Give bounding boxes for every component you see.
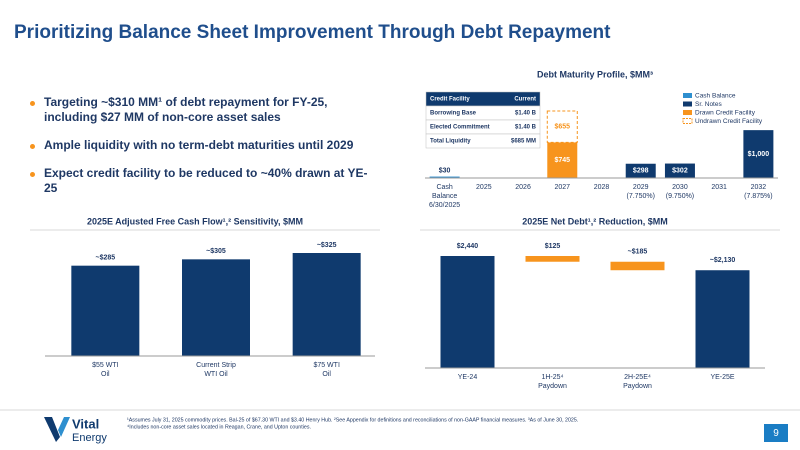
logo-mark (58, 417, 70, 437)
bar-segment (429, 176, 460, 178)
x-tick-label: Cash (436, 184, 452, 191)
table-row (425, 133, 541, 149)
table-cell: Total Liquidity (430, 139, 471, 145)
bar (610, 261, 665, 271)
bullet-dot (30, 144, 35, 149)
bullet: Ample liquidity with no term-debt maturi… (30, 138, 375, 153)
x-tick-label: Current Strip (196, 362, 236, 369)
legend-label: Sr. Notes (695, 101, 722, 108)
x-tick-label: 2030 (672, 184, 688, 191)
footnote: ¹Assumes July 31, 2025 commodity prices.… (127, 417, 578, 423)
chart-title: 2025E Net Debt¹,² Reduction, $MM (522, 216, 668, 226)
x-tick-label: YE-25E (710, 374, 734, 381)
x-tick-label: 2028 (594, 184, 610, 191)
x-tick-label: (7.875%) (744, 193, 772, 200)
x-tick-label: 2026 (515, 184, 531, 191)
chart-title: Debt Maturity Profile, $MM³ (537, 69, 653, 79)
legend-label: Undrawn Credit Facility (695, 118, 763, 125)
x-tick-label: 2029 (633, 184, 649, 191)
bar-segment (743, 130, 774, 178)
table-cell: Current (514, 97, 536, 103)
x-tick-label: $55 WTI (92, 362, 119, 369)
x-tick-label: YE-24 (458, 374, 478, 381)
bar-segment (625, 163, 656, 178)
legend-swatch (683, 110, 692, 115)
footnote: ⁴Includes non-core asset sales located i… (127, 424, 311, 430)
legend-label: Drawn Credit Facility (695, 110, 756, 117)
bar (695, 270, 750, 368)
data-label: ~$2,130 (710, 257, 736, 264)
data-label: $30 (439, 167, 451, 174)
bullet: Expect credit facility to be reduced to … (30, 166, 375, 196)
table-cell: $685 MM (511, 139, 536, 145)
x-tick-label: 2031 (711, 184, 727, 191)
x-tick-label: 2027 (554, 184, 570, 191)
data-label: $1,000 (748, 151, 770, 158)
data-label: ~$285 (95, 255, 115, 262)
bar-segment (664, 163, 695, 178)
data-label: $298 (633, 168, 649, 175)
page-number-box (764, 424, 788, 442)
x-tick-label: $75 WTI (313, 362, 340, 369)
bullet: Targeting ~$310 MM¹ of debt repayment fo… (30, 95, 375, 125)
data-label: $125 (545, 243, 561, 250)
bullet-text: Ample liquidity with no term-debt maturi… (44, 138, 354, 152)
x-tick-label: 1H-25⁴ (541, 374, 563, 381)
page-number: 9 (773, 428, 779, 439)
bar (440, 256, 495, 368)
x-tick-label: Paydown (623, 383, 652, 390)
bar-segment (547, 142, 578, 178)
data-label: ~$305 (206, 248, 226, 255)
bar (71, 265, 140, 356)
x-tick-label: 6/30/2025 (429, 202, 460, 209)
bar (182, 259, 250, 356)
data-label: $2,440 (457, 243, 479, 250)
chart-title: 2025E Adjusted Free Cash Flow¹,² Sensiti… (87, 216, 303, 226)
x-tick-label: 2025 (476, 184, 492, 191)
x-tick-label: WTI Oil (204, 371, 228, 378)
table-cell: Borrowing Base (430, 111, 477, 117)
x-tick-label: 2H-25E⁴ (624, 374, 651, 381)
x-tick-label: Paydown (538, 383, 567, 390)
logo-mark (44, 417, 60, 442)
data-label: $655 (554, 124, 570, 131)
legend-swatch (683, 101, 692, 107)
table-cell: $1.40 B (515, 111, 537, 117)
data-label: $745 (554, 157, 570, 164)
data-label: ~$185 (628, 249, 648, 256)
x-tick-label: (9.750%) (666, 193, 694, 200)
legend-swatch (682, 118, 693, 124)
x-tick-label: 2032 (751, 184, 767, 191)
logo-text: Energy (72, 432, 107, 444)
legend-swatch (683, 93, 692, 98)
x-tick-label: Oil (322, 371, 331, 378)
bullet-list: Targeting ~$310 MM¹ of debt repayment fo… (30, 95, 375, 209)
slide-title: Prioritizing Balance Sheet Improvement T… (14, 22, 611, 43)
data-label: $302 (672, 168, 688, 175)
bullet-text: Expect credit facility to be reduced to … (44, 166, 368, 195)
bullet-dot (30, 101, 35, 106)
bar-segment (546, 110, 578, 143)
table-cell: Elected Commitment (430, 125, 490, 131)
x-tick-label: Balance (432, 193, 457, 200)
table-cell: Credit Facility (430, 97, 470, 103)
data-label: ~$325 (317, 242, 337, 249)
table-cell: $1.40 B (515, 125, 537, 131)
legend-label: Cash Balance (695, 93, 736, 100)
bullet-dot (30, 172, 35, 177)
x-tick-label: (7.750%) (627, 193, 655, 200)
bullet-text: Targeting ~$310 MM¹ of debt repayment fo… (44, 95, 328, 124)
bar (525, 256, 580, 262)
logo-text: Vital (72, 416, 99, 431)
bar (292, 253, 361, 356)
x-tick-label: Oil (101, 371, 110, 378)
